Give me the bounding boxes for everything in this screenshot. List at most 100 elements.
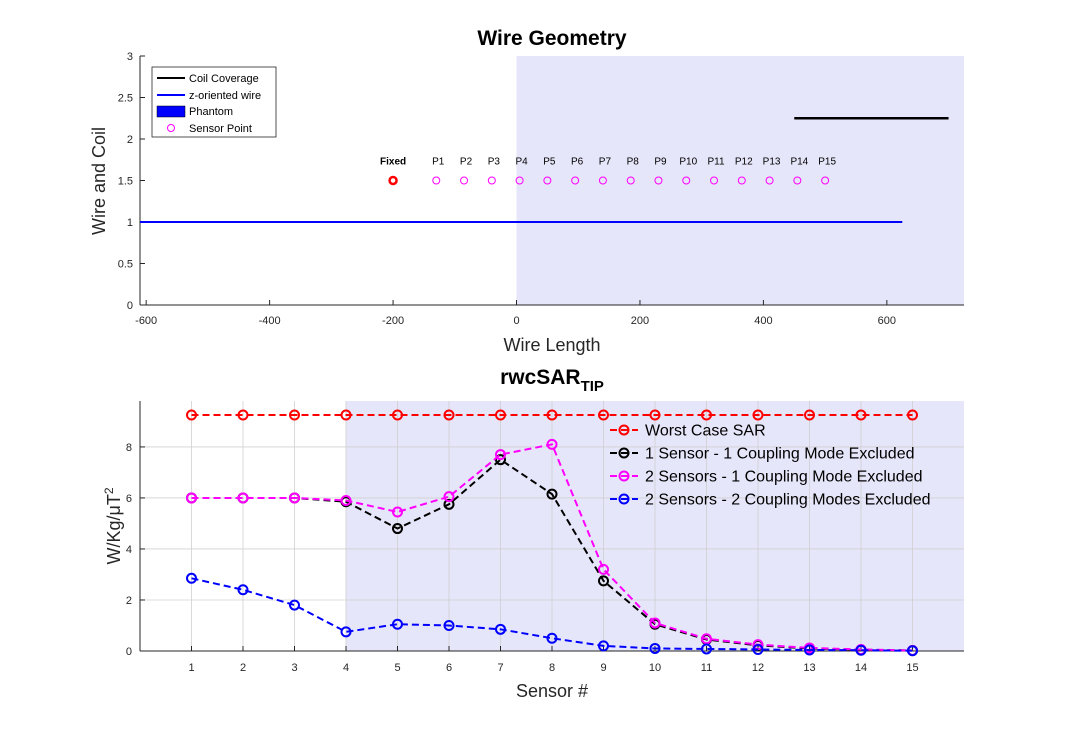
rwcsar-title: rwcSARTIP [500,366,604,395]
sensor-point-label: P8 [627,157,640,168]
sensor-point-marker [654,176,663,185]
series-marker [855,644,867,656]
sensor-point-marker [737,176,746,185]
sensor-point-marker [710,176,719,185]
sensor-point-marker [487,176,496,185]
x-tick-label: 7 [497,662,503,674]
x-tick-label: 400 [754,315,772,327]
series-marker [186,572,197,584]
series-marker [752,409,764,421]
x-tick-label: 1 [188,662,194,674]
sensor-point-label: P5 [543,157,556,168]
series-marker [443,491,455,503]
series-marker [546,409,558,421]
series-marker [495,454,506,466]
x-tick-label: 12 [752,662,764,674]
series-marker [804,644,815,656]
sensor-point-marker [460,176,469,185]
series-marker [546,438,558,450]
series-marker [804,409,815,421]
x-tick-label: 9 [600,662,606,674]
series-marker [289,409,300,421]
series-marker [495,409,506,421]
wire-geometry-ylabel: Wire and Coil [89,127,109,235]
series-marker [340,409,352,421]
x-tick-label: 11 [701,662,712,674]
y-tick-label: 8 [126,442,132,454]
legend-sensor-swatch [167,124,175,132]
wire-geometry-axes: -600 -400 -200 0 200 400 600 0 0.5 1 1.5 2 2.5 3 [118,51,964,327]
x-tick-label: 3 [291,662,297,674]
x-tick-label: 15 [906,662,918,674]
series-marker [186,492,197,504]
sensor-point-marker [432,176,441,185]
series-marker [907,409,918,421]
y-tick-label: 1.5 [118,176,133,188]
series-marker [237,492,249,504]
fixed-point-marker [388,175,398,186]
wire-geometry-title: Wire Geometry [477,27,627,50]
series-marker [649,409,661,421]
series-marker [237,409,249,421]
sensor-point-marker [682,176,691,185]
rwcsar-data [186,409,918,657]
y-tick-label: 2 [127,134,133,146]
y-tick-label: 4 [126,544,132,556]
series-marker [340,494,352,506]
series-marker [237,584,249,596]
sensor-point-label: P1 [432,157,445,168]
series-marker [443,409,455,421]
x-tick-label: 0 [513,315,519,327]
rwcsar-ylabel: W/Kg/μT2 [102,487,124,564]
y-tick-label: 0 [127,300,133,312]
sensor-point-label: P7 [599,157,612,168]
sensor-point-label: P2 [460,157,473,168]
series-marker [701,633,712,645]
legend-sensor-label: Sensor Point [189,123,252,135]
sensor-point-label: P4 [515,157,528,168]
legend-label: 2 Sensors - 2 Coupling Modes Excluded [645,492,931,509]
series-marker [392,409,403,421]
series-marker [392,506,403,518]
sensor-point-label: P10 [679,157,697,168]
series-marker [855,409,867,421]
series-line [191,443,913,652]
y-tick-label: 0 [126,646,132,658]
legend-label: 2 Sensors - 1 Coupling Mode Excluded [645,469,923,486]
x-tick-label: 2 [240,662,246,674]
series-marker [598,563,609,575]
legend-label: Worst Case SAR [645,423,766,440]
sensor-point-label: P11 [707,157,724,168]
wire-geometry-xlabel: Wire Length [503,335,600,355]
legend-wire-label: z-oriented wire [189,90,261,102]
sensor-point-marker [821,176,830,185]
x-tick-label: -600 [135,315,157,327]
x-tick-label: 14 [855,662,867,674]
sensor-point-label: P3 [488,157,501,168]
sensor-point-marker [571,176,580,185]
legend-phantom-swatch [156,105,186,118]
series-marker [598,575,609,587]
legend-label: 1 Sensor - 1 Coupling Mode Excluded [645,446,915,463]
sensor-point-label: P6 [571,157,584,168]
x-tick-label: 6 [446,662,452,674]
series-marker [701,643,712,655]
series-marker [649,617,661,629]
y-tick-label: 0.5 [118,259,133,271]
sensor-point-marker [793,176,802,185]
y-tick-label: 2.5 [118,93,133,105]
sensor-point-label: P14 [790,157,808,168]
y-tick-label: 2 [126,595,132,607]
fixed-point-label: Fixed [380,157,406,168]
wire-geometry-data: Fixed P1 P2 P3 P4 P5 P6 P7 P8 P9 P10 P11 P12 P13 P14 P1… [140,117,949,223]
legend-phantom-label: Phantom [189,106,233,118]
series-marker [289,492,300,504]
series-line [191,577,913,652]
x-tick-label: -200 [382,315,404,327]
sensor-point-marker [515,176,524,185]
x-tick-label: 5 [394,662,400,674]
rwcsar-title-sub: TIP [581,378,604,395]
